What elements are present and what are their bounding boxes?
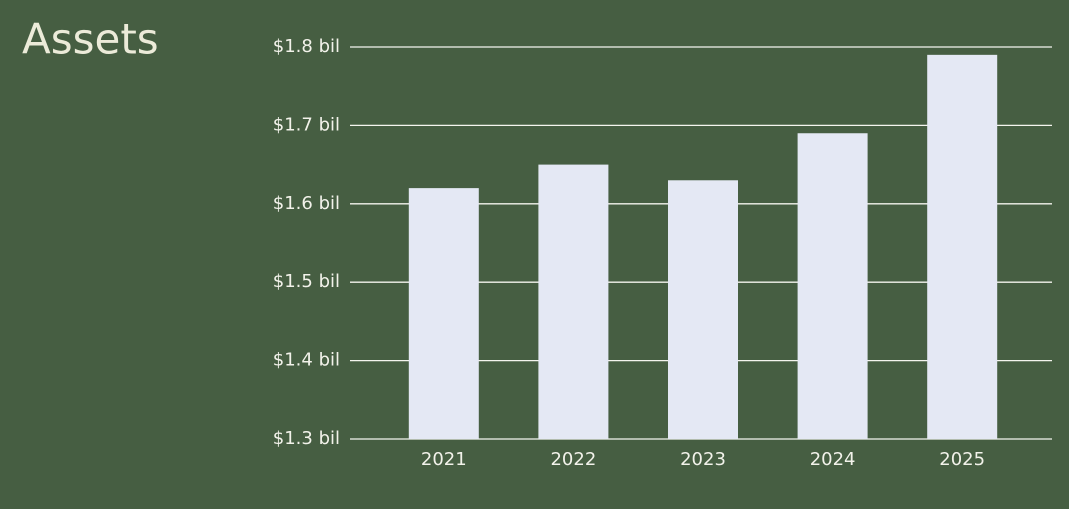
x-tick-label: 2022 (550, 449, 596, 470)
y-tick-label: $1.4 bil (273, 350, 340, 371)
chart-title: Assets (22, 15, 159, 64)
bar (538, 164, 609, 439)
bar (927, 54, 998, 440)
x-tick-label: 2024 (810, 449, 856, 470)
y-tick-label: $1.8 bil (273, 36, 340, 57)
x-tick-label: 2021 (421, 449, 467, 470)
x-tick-label: 2025 (939, 449, 985, 470)
y-tick-label: $1.5 bil (273, 271, 340, 292)
bar (797, 133, 868, 440)
y-tick-label: $1.3 bil (273, 428, 340, 449)
bar (668, 180, 738, 439)
y-tick-label: $1.6 bil (273, 193, 340, 214)
bar (408, 188, 479, 439)
x-tick-label: 2023 (680, 449, 726, 470)
y-tick-label: $1.7 bil (273, 114, 340, 135)
